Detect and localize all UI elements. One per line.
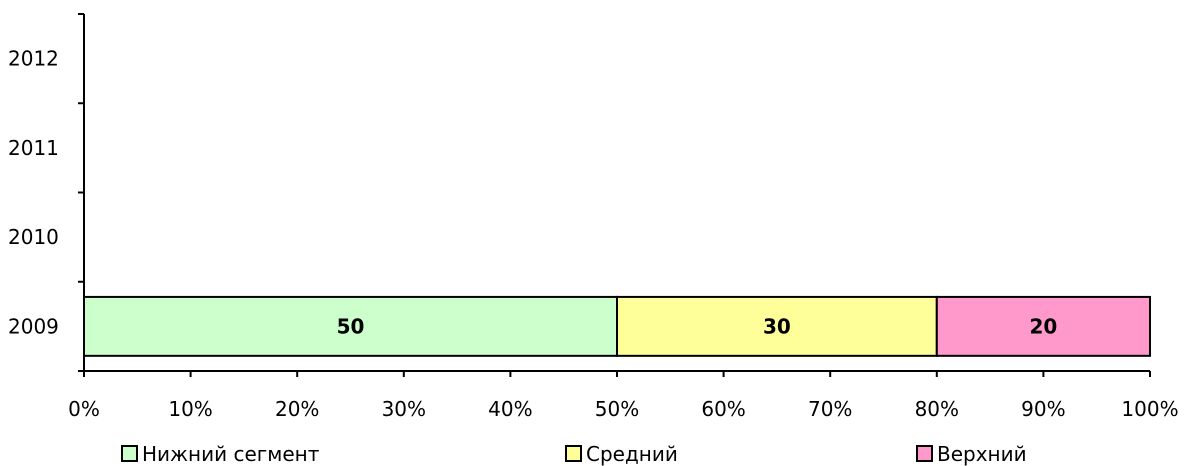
y-tick-label: 2011 [8, 136, 59, 160]
x-tick-label: 30% [382, 397, 426, 421]
bar-segment [616, 295, 938, 357]
x-tick-labels: 0% 10% 20% 30% 40% 50% 60% 70% 80% 90% 100% [68, 397, 1178, 421]
x-tick-label: 0% [68, 397, 100, 421]
x-tick-label: 90% [1021, 397, 1065, 421]
x-tick-label: 50% [595, 397, 639, 421]
x-tick-label: 20% [275, 397, 319, 421]
x-tick-label: 60% [701, 397, 745, 421]
x-tick-label: 80% [915, 397, 959, 421]
bar-segment [935, 295, 1151, 357]
legend-label: Средний [586, 442, 678, 466]
x-tick-label: 40% [488, 397, 532, 421]
legend-swatch [916, 445, 933, 462]
bars: 50 30 20 [83, 295, 1151, 357]
x-tick-label: 70% [808, 397, 852, 421]
x-tick-label: 10% [168, 397, 212, 421]
legend-swatch [565, 445, 582, 462]
legend-label: Нижний сегмент [142, 442, 320, 466]
y-tick-label: 2012 [8, 47, 59, 71]
y-tick-label: 2009 [8, 314, 59, 338]
x-tick-label: 100% [1121, 397, 1178, 421]
legend-swatch [121, 445, 138, 462]
legend: Нижний сегмент Средний Верхний [121, 442, 1027, 466]
y-tick-label: 2010 [8, 225, 59, 249]
y-tick-labels: 2009 2010 2011 2012 [8, 47, 59, 339]
data-label: 20 [1029, 314, 1057, 338]
data-label: 30 [763, 314, 791, 338]
legend-label: Верхний [937, 442, 1027, 466]
data-label: 50 [337, 314, 365, 338]
